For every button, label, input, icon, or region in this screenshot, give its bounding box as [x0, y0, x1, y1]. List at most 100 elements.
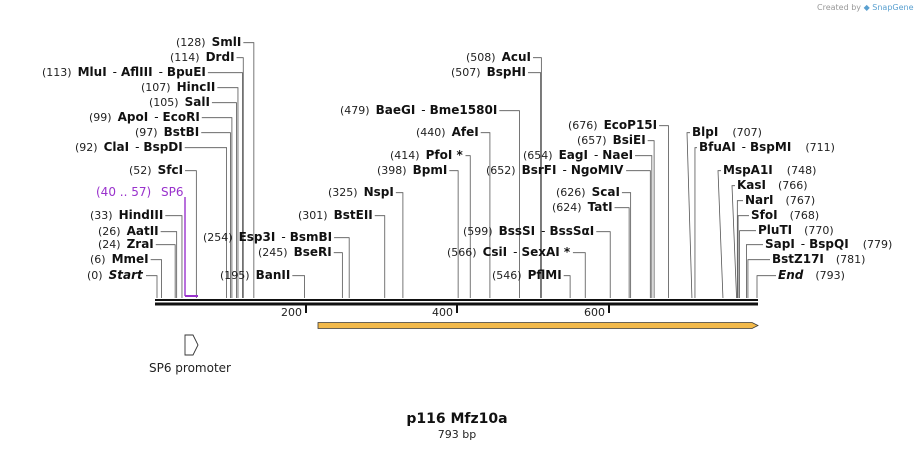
- site-leader-line: [659, 125, 669, 298]
- site-label[interactable]: (33) HindIII: [90, 208, 163, 222]
- ruler: 200 400 600: [281, 305, 610, 319]
- site-label[interactable]: NarI (767): [745, 193, 815, 207]
- snapgene-logo-icon: ◆: [864, 3, 871, 12]
- site-label[interactable]: (676) EcoP15I: [568, 118, 657, 132]
- site-label[interactable]: (599) BssSI - BssSαI: [463, 224, 594, 238]
- site-label[interactable]: (0) Start: [87, 268, 144, 282]
- site-leader-line: [686, 132, 693, 299]
- site-label[interactable]: (654) EagI - NaeI: [523, 148, 633, 162]
- site-leader-line: [621, 192, 632, 298]
- site-label[interactable]: (114) DrdI: [170, 50, 235, 64]
- site-leader-line: [596, 231, 611, 298]
- site-leader-line: [746, 244, 763, 298]
- site-label[interactable]: (6) MmeI: [90, 252, 149, 266]
- site-leader-line: [207, 72, 243, 298]
- site-leader-line: [717, 170, 724, 299]
- site-leader-line: [756, 275, 776, 298]
- site-label[interactable]: (301) BstEII: [298, 208, 373, 222]
- feature-sp6-promoter-label: SP6 promoter: [149, 361, 231, 375]
- site-leader-line: [635, 155, 653, 298]
- site-leader-line: [165, 215, 183, 298]
- site-label[interactable]: (254) Esp3I - BsmBI: [203, 230, 332, 244]
- site-label[interactable]: BlpI (707): [692, 125, 762, 139]
- site-label[interactable]: (105) SalI: [149, 95, 210, 109]
- site-label[interactable]: (113) MluI - AflIII - BpuEI: [42, 65, 206, 79]
- site-label[interactable]: (546) PflMI: [492, 268, 562, 282]
- site-label[interactable]: (195) BanII: [220, 268, 290, 282]
- site-leader-line: [731, 185, 737, 299]
- site-leader-line: [694, 147, 697, 298]
- site-leader-line: [736, 200, 743, 298]
- site-leader-line: [333, 252, 343, 298]
- site-label[interactable]: (657) BsiEI: [577, 133, 646, 147]
- orf-arrow[interactable]: [317, 322, 759, 329]
- site-label[interactable]: (414) PfoI *: [390, 148, 463, 162]
- leader-lines: [145, 42, 776, 299]
- site-leader-line: [374, 215, 386, 298]
- site-label[interactable]: BfuAI - BspMI (711): [699, 140, 835, 154]
- site-label[interactable]: (626) ScaI: [556, 185, 620, 199]
- site-leader-line: [211, 102, 237, 298]
- site-leader-line: [201, 132, 231, 298]
- site-label[interactable]: (99) ApoI - EcoRI: [89, 110, 200, 124]
- ruler-label-200: 200: [281, 306, 302, 319]
- site-leader-line: [184, 147, 228, 298]
- site-leader-line: [527, 72, 542, 298]
- site-leader-line: [533, 57, 542, 298]
- site-label[interactable]: MspA1I (748): [723, 163, 816, 177]
- site-leader-line: [449, 170, 459, 298]
- map-length: 793 bp: [438, 428, 476, 441]
- snapgene-credit: Created by ◆ SnapGene: [817, 3, 914, 12]
- promoter-arrow-icon: [184, 334, 199, 356]
- site-label[interactable]: (479) BaeGI - Bme1580I: [340, 103, 497, 117]
- site-label[interactable]: (128) SmlI: [176, 35, 241, 49]
- site-leader-line: [739, 230, 756, 298]
- site-label[interactable]: (107) HincII: [141, 80, 215, 94]
- site-leader-line: [499, 110, 520, 298]
- ruler-label-600: 600: [584, 306, 605, 319]
- map-title: p116 Mfz10a: [406, 411, 507, 427]
- site-label[interactable]: (24) ZraI: [98, 237, 154, 251]
- site-leader-line: [145, 275, 158, 298]
- enzyme-labels: (128) SmlI (114) DrdI (113) MluI - AflIII - Bpu…: [42, 35, 892, 282]
- site-leader-line: [395, 192, 404, 298]
- site-leader-line: [150, 259, 162, 298]
- site-leader-line: [647, 140, 655, 298]
- site-leader-line: [236, 57, 244, 298]
- site-label[interactable]: PluTI (770): [758, 223, 834, 237]
- site-leader-line: [572, 252, 586, 298]
- site-leader-line: [737, 215, 749, 298]
- site-label[interactable]: (440) AfeI: [416, 125, 479, 139]
- site-leader-line: [465, 155, 471, 298]
- site-label[interactable]: (245) BseRI: [258, 245, 332, 259]
- site-label[interactable]: (624) TatI: [552, 200, 613, 214]
- site-leader-line: [201, 117, 233, 298]
- site-label[interactable]: (325) NspI: [328, 185, 394, 199]
- site-leader-line: [747, 259, 770, 298]
- site-label[interactable]: (652) BsrFI - NgoMIV: [486, 163, 624, 177]
- site-label[interactable]: (92) ClaI - BspDI: [75, 140, 183, 154]
- site-label[interactable]: (507) BspHI: [451, 65, 526, 79]
- site-label[interactable]: (97) BstBI: [135, 125, 199, 139]
- site-label[interactable]: (398) BpmI: [377, 163, 447, 177]
- site-label[interactable]: SapI - BspQI (779): [765, 237, 892, 251]
- site-leader-line: [217, 87, 239, 298]
- primer-sp6[interactable]: (40 .. 57) SP6: [96, 185, 198, 297]
- site-label[interactable]: End (793): [778, 268, 845, 282]
- ruler-label-400: 400: [432, 306, 453, 319]
- primer-sp6-label: (40 .. 57) SP6: [96, 185, 184, 199]
- site-leader-line: [626, 170, 651, 298]
- site-label[interactable]: KasI (766): [737, 178, 808, 192]
- site-label[interactable]: (52) SfcI: [129, 163, 183, 177]
- site-label[interactable]: (508) AcuI: [466, 50, 531, 64]
- site-leader-line: [292, 275, 305, 298]
- site-leader-line: [155, 244, 176, 298]
- site-label[interactable]: (566) CsiI - SexAI *: [447, 245, 571, 259]
- site-leader-line: [160, 231, 178, 298]
- feature-sp6-promoter[interactable]: SP6 promoter: [149, 334, 231, 375]
- site-label[interactable]: SfoI (768): [751, 208, 819, 222]
- site-leader-line: [243, 42, 255, 298]
- site-label[interactable]: (26) AatII: [98, 224, 159, 238]
- site-label[interactable]: BstZ17I (781): [772, 252, 865, 266]
- site-leader-line: [480, 132, 491, 298]
